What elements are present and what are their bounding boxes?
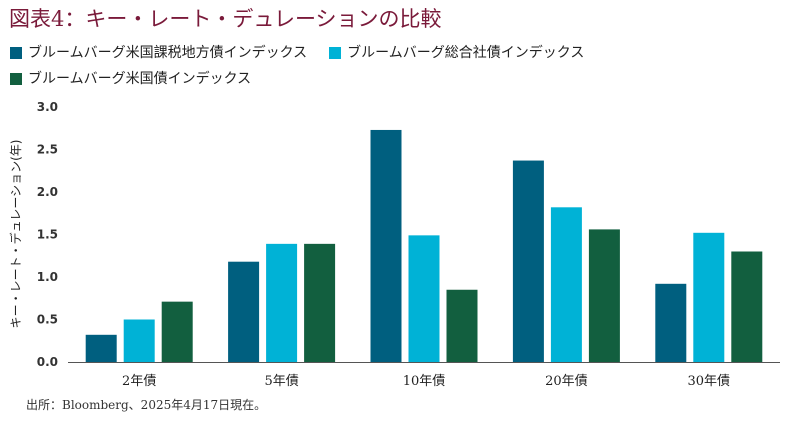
- bars: [85, 129, 763, 362]
- y-axis-title: キー・レート・デュレーション(年): [8, 140, 23, 329]
- legend-label-corporate: ブルームバーグ総合社債インデックス: [347, 45, 585, 61]
- x-category-label: 2年債: [122, 374, 156, 389]
- x-category-label: 20年債: [545, 374, 588, 389]
- y-axis-ticks: 0.0 0.5 1.0 1.5 2.0 2.5 3.0: [37, 100, 58, 369]
- bar: [693, 232, 725, 362]
- bar: [266, 243, 298, 362]
- legend-row-2: ブルームバーグ米国債インデックス: [10, 66, 790, 92]
- y-axis-title-group: キー・レート・デュレーション(年): [8, 140, 23, 329]
- x-axis-categories: 2年債 5年債 10年債 20年債 30年債: [122, 374, 730, 389]
- x-category-label: 5年債: [264, 374, 298, 389]
- bar: [550, 207, 582, 362]
- x-category-label: 30年債: [688, 374, 731, 389]
- y-tick-label: 2.0: [37, 185, 58, 199]
- y-tick-label: 0.5: [37, 313, 58, 327]
- y-tick-label: 3.0: [37, 100, 58, 114]
- legend-label-treasury: ブルームバーグ米国債インデックス: [28, 71, 252, 87]
- bar: [408, 235, 440, 362]
- bar: [446, 289, 478, 362]
- bar: [85, 334, 117, 362]
- legend-swatch-treasury: [10, 73, 22, 85]
- y-tick-label: 2.5: [37, 143, 58, 157]
- bar: [161, 301, 193, 362]
- legend: ブルームバーグ米国課税地方債インデックス ブルームバーグ総合社債インデックス ブ…: [10, 40, 790, 92]
- source-note: 出所：Bloomberg、2025年4月17日現在。: [26, 398, 267, 412]
- legend-item-taxable-muni: ブルームバーグ米国課税地方債インデックス: [10, 40, 307, 66]
- chart-title: 図表4：キー・レート・デュレーションの比較: [9, 7, 442, 31]
- bar: [123, 319, 155, 362]
- bar: [655, 283, 687, 362]
- bar: [588, 229, 620, 362]
- bar: [370, 129, 402, 362]
- bar: [512, 160, 544, 362]
- bar: [304, 243, 336, 362]
- legend-item-treasury: ブルームバーグ米国債インデックス: [10, 66, 251, 92]
- y-tick-label: 1.0: [37, 270, 58, 284]
- legend-item-corporate: ブルームバーグ総合社債インデックス: [329, 40, 584, 66]
- y-tick-label: 0.0: [37, 355, 58, 369]
- x-category-label: 10年債: [403, 374, 446, 389]
- legend-swatch-corporate: [329, 47, 342, 59]
- bar: [731, 251, 763, 362]
- legend-swatch-taxable-muni: [10, 47, 22, 59]
- legend-label-taxable-muni: ブルームバーグ米国課税地方債インデックス: [28, 45, 308, 61]
- bar: [228, 261, 260, 362]
- legend-row-1: ブルームバーグ米国課税地方債インデックス ブルームバーグ総合社債インデックス: [10, 40, 790, 66]
- y-tick-label: 1.5: [37, 228, 58, 242]
